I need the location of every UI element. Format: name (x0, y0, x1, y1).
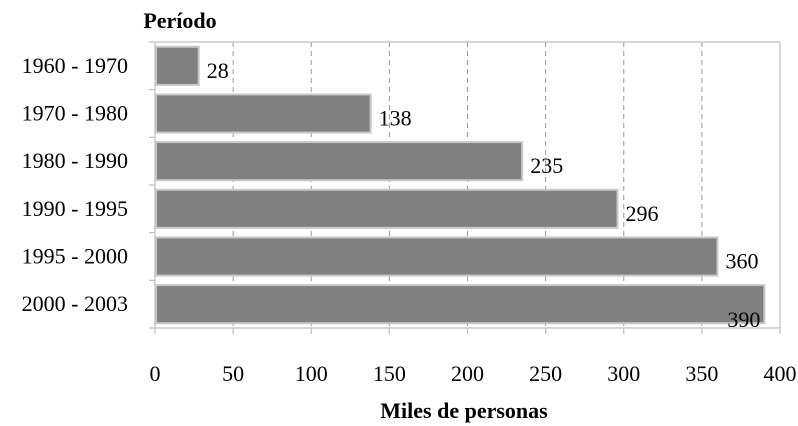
bar-4 (155, 236, 719, 277)
data-label-1: 138 (379, 106, 412, 131)
x-tick-label-350: 350 (685, 361, 718, 386)
axes (149, 41, 781, 334)
x-tick-label-200: 200 (451, 361, 484, 386)
x-tick-label-300: 300 (607, 361, 640, 386)
x-axis-title: Miles de personas (380, 398, 548, 423)
x-tick-label-150: 150 (373, 361, 406, 386)
bar-0 (155, 45, 200, 86)
data-label-3: 296 (626, 201, 659, 226)
x-tick-label-250: 250 (529, 361, 562, 386)
data-label-2: 235 (530, 153, 563, 178)
category-label-4: 1995 - 2000 (22, 244, 128, 269)
x-tick-label-400: 400 (764, 361, 797, 386)
bars (155, 45, 766, 325)
category-label-2: 1980 - 1990 (22, 148, 128, 173)
data-label-4: 360 (726, 249, 759, 274)
category-label-3: 1990 - 1995 (22, 196, 128, 221)
bar-2 (155, 141, 524, 182)
bar-5 (155, 284, 766, 325)
labels: 28 1960 - 1970 138 1970 - 1980 235 1980 - 199… (22, 53, 797, 386)
bar-1 (155, 93, 372, 134)
x-tick-label-0: 0 (150, 361, 161, 386)
data-label-0: 28 (207, 58, 229, 83)
x-tick-label-100: 100 (295, 361, 328, 386)
category-label-5: 2000 - 2003 (22, 291, 128, 316)
bar-3 (155, 188, 619, 229)
category-label-0: 1960 - 1970 (22, 53, 128, 78)
category-label-1: 1970 - 1980 (22, 101, 128, 126)
x-tick-label-50: 50 (222, 361, 244, 386)
data-label-5: 390 (727, 307, 760, 332)
y-axis-title: Período (143, 8, 216, 33)
